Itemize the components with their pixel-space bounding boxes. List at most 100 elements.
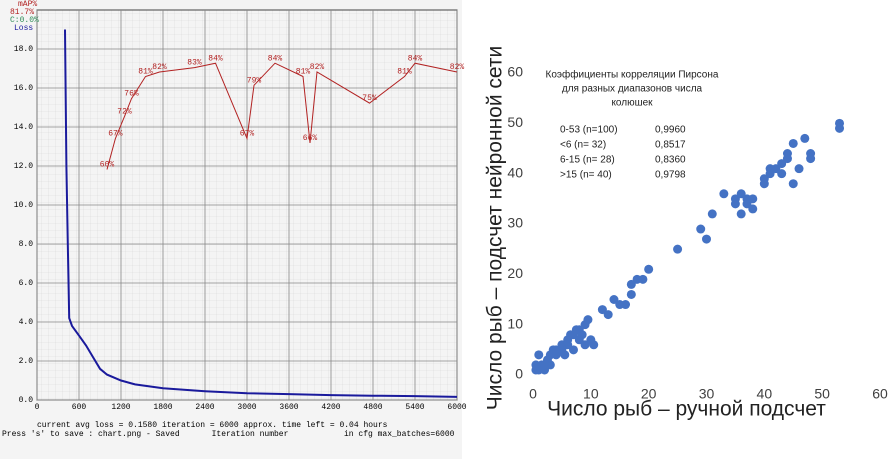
x-tick-label: 3000 <box>237 403 256 412</box>
x-tick-label: 4800 <box>363 403 382 412</box>
annotation-coef: 0,8517 <box>655 140 686 151</box>
scatter-point <box>638 274 648 284</box>
x-tick-label: 0 <box>35 403 40 412</box>
scatter-point <box>560 350 570 360</box>
footer-text: Press 's' to save : chart.png - Saved <box>2 430 180 439</box>
x-tick-label: 50 <box>814 386 830 402</box>
x-tick-label: 30 <box>699 386 715 402</box>
y-tick-label: 40 <box>507 164 523 180</box>
scatter-point <box>707 209 717 219</box>
x-tick-label: 60 <box>872 386 888 402</box>
y-tick-label: 12.0 <box>14 162 33 171</box>
data-label: 82% <box>310 63 325 72</box>
scatter-point <box>806 154 816 164</box>
scatter-point <box>835 118 845 128</box>
footer-text: current avg loss = 0.1580 iteration = 60… <box>37 421 388 430</box>
annotation-title: колюшек <box>611 98 653 109</box>
data-label: 75% <box>362 94 377 103</box>
data-label: 82% <box>152 63 167 72</box>
y-tick-label: 30 <box>507 215 523 231</box>
data-label: 76% <box>124 90 139 99</box>
x-tick-label: 4200 <box>321 403 340 412</box>
series-line <box>64 29 458 398</box>
scatter-point <box>777 169 787 179</box>
y-tick-label: 50 <box>507 114 523 130</box>
x-tick-label: 0 <box>529 386 537 402</box>
annotation-coef: 0,9798 <box>655 170 686 181</box>
scatter-point <box>800 133 810 143</box>
x-tick-label: 20 <box>641 386 657 402</box>
scatter-point <box>626 289 636 299</box>
data-label: 84% <box>268 54 283 63</box>
y-tick-label: 14.0 <box>14 123 33 132</box>
y-tick-label: 10.0 <box>14 201 33 210</box>
y-tick-label: 0 <box>515 366 523 382</box>
y-tick-label: 16.0 <box>14 84 33 93</box>
data-label: 67% <box>108 130 123 139</box>
y-tick-label: 0.0 <box>19 396 34 405</box>
data-label: 66% <box>303 134 318 143</box>
scatter-point <box>788 138 798 148</box>
annotation-coef: 0,8360 <box>655 155 686 166</box>
y-tick-label: 60 <box>507 64 523 80</box>
annotation-title: Коэффициенты корреляции Пирсона <box>546 69 719 81</box>
annotation-range: 0-53 (n=100) <box>560 125 618 136</box>
scatter-point <box>577 330 587 340</box>
x-tick-label: 5400 <box>405 403 424 412</box>
x-tick-label: 1800 <box>153 403 172 412</box>
scatter-point <box>621 300 631 310</box>
legend-entry: Loss <box>14 24 33 33</box>
scatter-point <box>759 179 769 189</box>
data-label: 79% <box>247 76 262 85</box>
series-line <box>106 62 458 170</box>
y-tick-label: 10 <box>507 315 523 331</box>
annotation-title: для разных диапазонов числа <box>562 84 703 95</box>
y-tick-label: 18.0 <box>14 45 33 54</box>
data-label: 72% <box>117 107 132 116</box>
x-axis-label: Iteration number <box>212 430 289 439</box>
scatter-point <box>545 360 555 370</box>
annotation-coef: 0,9960 <box>655 125 686 136</box>
annotation-range: >15 (n= 40) <box>560 170 612 181</box>
y-tick-label: 4.0 <box>19 318 34 327</box>
data-label: 67% <box>240 130 255 139</box>
scatter-point <box>534 350 544 360</box>
x-tick-label: 1200 <box>111 403 130 412</box>
x-tick-label: 40 <box>757 386 773 402</box>
y-axis-label: Число рыб – подсчет нейронной сети <box>484 46 507 411</box>
scatter-point <box>644 264 654 274</box>
footer-text: in cfg max_batches=6000 <box>344 430 455 439</box>
data-label: 84% <box>208 54 223 63</box>
scatter-point <box>748 204 758 214</box>
y-tick-label: 6.0 <box>19 279 34 288</box>
scatter-point <box>702 234 711 244</box>
scatter-point <box>736 209 746 219</box>
scatter-point <box>568 345 578 355</box>
scatter-point <box>589 340 599 350</box>
scatter-point <box>719 189 729 199</box>
data-label: 82% <box>450 63 465 72</box>
data-label: 84% <box>408 54 423 63</box>
data-label: 81% <box>296 68 311 77</box>
x-tick-label: 6000 <box>447 403 466 412</box>
legend-entry: 81.7% <box>10 8 34 17</box>
x-tick-label: 2400 <box>195 403 214 412</box>
legend-entry: mAP% <box>18 0 37 9</box>
scatter-point <box>748 194 758 204</box>
scatter-point <box>782 149 792 159</box>
scatter-point <box>583 315 593 325</box>
data-label: 60% <box>100 161 115 170</box>
data-label: 83% <box>187 59 202 68</box>
scatter-point <box>673 244 683 254</box>
y-tick-label: 8.0 <box>19 240 34 249</box>
y-tick-label: 2.0 <box>19 357 34 366</box>
x-axis-label: Число рыб – ручной подсчет <box>547 398 826 421</box>
y-tick-label: 20 <box>507 265 523 281</box>
annotation-range: <6 (n= 32) <box>560 140 606 151</box>
scatter-point <box>696 224 706 234</box>
scatter-point <box>788 179 798 189</box>
x-tick-label: 600 <box>72 403 87 412</box>
x-tick-label: 3600 <box>279 403 298 412</box>
scatter-point <box>603 310 613 320</box>
